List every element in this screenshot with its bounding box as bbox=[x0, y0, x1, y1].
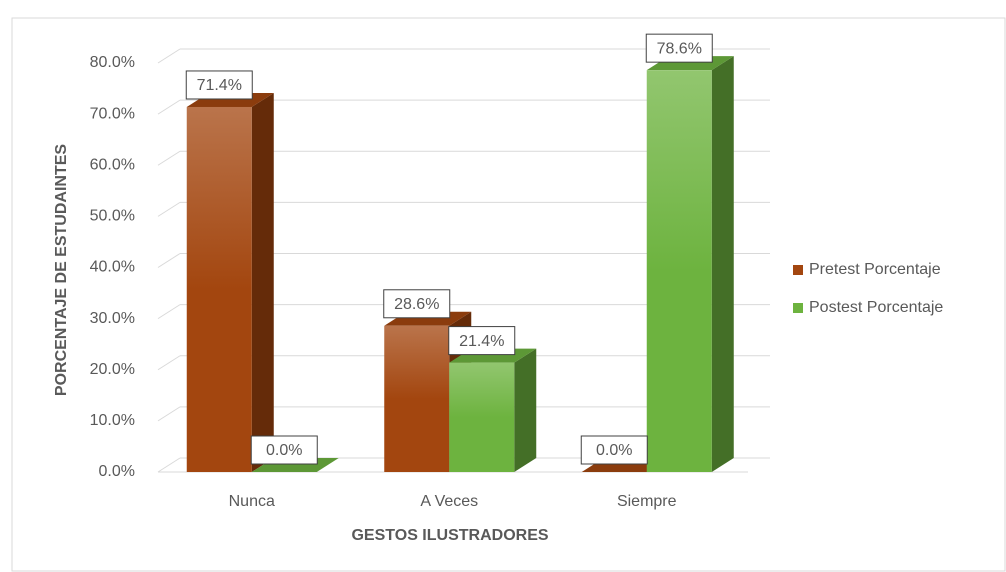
y-tick-label: 20.0% bbox=[90, 361, 135, 378]
data-label: 28.6% bbox=[394, 296, 439, 313]
grid-line-side bbox=[157, 406, 181, 422]
bar-side bbox=[711, 56, 734, 472]
x-tick-label: Siempre bbox=[617, 493, 677, 510]
grid-line-side bbox=[157, 253, 181, 268]
y-tick-label: 10.0% bbox=[90, 412, 135, 429]
legend-swatch bbox=[793, 303, 803, 313]
data-label-box bbox=[580, 435, 648, 465]
x-tick-label: A Veces bbox=[420, 493, 478, 510]
grid-line-side bbox=[157, 304, 181, 320]
grid-line-side bbox=[157, 99, 181, 115]
y-tick-label: 60.0% bbox=[90, 156, 135, 173]
y-tick-label: 80.0% bbox=[90, 54, 135, 71]
bar bbox=[646, 70, 712, 472]
grid-line-side bbox=[157, 355, 181, 371]
legend-swatch bbox=[793, 265, 803, 275]
data-label-box bbox=[448, 326, 516, 356]
y-tick-label: 40.0% bbox=[90, 259, 135, 276]
y-tick-label: 70.0% bbox=[90, 105, 135, 122]
x-tick-label: Nunca bbox=[229, 493, 275, 510]
bar-side bbox=[514, 348, 537, 472]
data-label: 0.0% bbox=[266, 442, 302, 459]
data-label-box bbox=[250, 435, 318, 465]
legend-label: Pretest Porcentaje bbox=[809, 261, 941, 278]
legend-label: Postest Porcentaje bbox=[809, 299, 943, 316]
y-axis-title: PORCENTAJE DE ESTUDAINTES bbox=[53, 144, 70, 397]
data-label: 78.6% bbox=[657, 40, 702, 57]
data-label: 21.4% bbox=[459, 333, 504, 350]
data-label-box bbox=[645, 33, 713, 63]
data-label-box bbox=[383, 289, 451, 319]
data-label: 71.4% bbox=[197, 77, 242, 94]
y-tick-label: 50.0% bbox=[90, 208, 135, 225]
chart-border bbox=[11, 17, 1006, 572]
grid-line-side bbox=[157, 150, 181, 166]
bar bbox=[186, 106, 252, 472]
bar bbox=[449, 362, 515, 472]
grid-line-side bbox=[157, 48, 181, 64]
y-tick-label: 0.0% bbox=[99, 463, 135, 480]
bar bbox=[384, 325, 450, 472]
y-tick-label: 30.0% bbox=[90, 310, 135, 327]
bar-side bbox=[251, 92, 274, 472]
data-label-box bbox=[185, 70, 253, 100]
x-axis-title: GESTOS ILUSTRADORES bbox=[351, 527, 548, 544]
grid-line-side bbox=[157, 457, 181, 473]
data-label: 0.0% bbox=[596, 442, 632, 459]
grid-line-side bbox=[157, 201, 181, 217]
